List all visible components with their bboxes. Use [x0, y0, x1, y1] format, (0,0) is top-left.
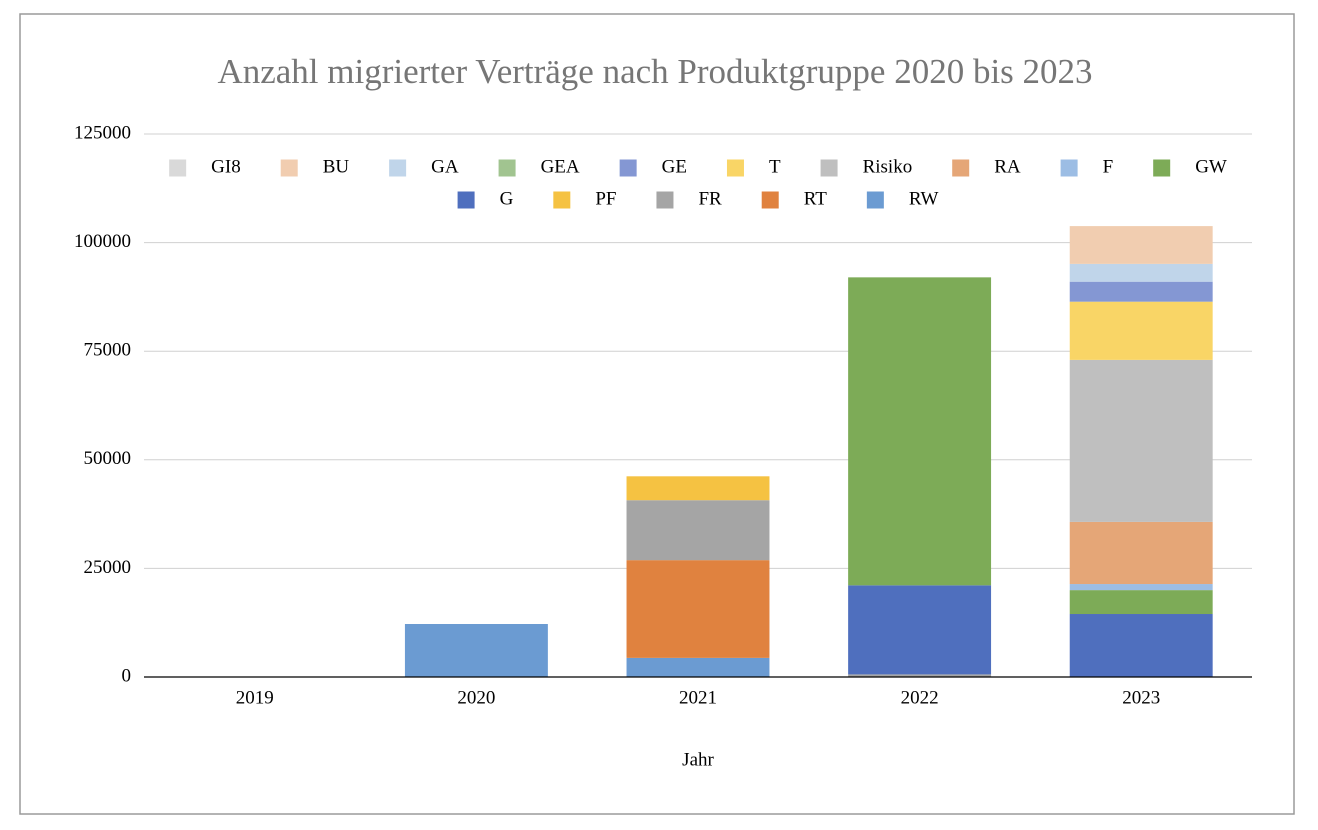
legend-swatch — [1060, 159, 1078, 177]
legend-swatch — [656, 191, 674, 209]
legend-swatch — [866, 191, 884, 209]
x-tick-label: 2019 — [236, 687, 274, 708]
x-tick-label: 2022 — [901, 687, 939, 708]
chart-title: Anzahl migrierter Verträge nach Produktg… — [217, 52, 1092, 91]
legend-item: RA — [952, 156, 1021, 177]
bar-segment — [626, 657, 770, 677]
legend-label: GE — [662, 156, 687, 177]
legend-swatch — [280, 159, 298, 177]
legend-label: T — [769, 156, 781, 177]
legend-label: PF — [595, 188, 616, 209]
y-tick-label: 25000 — [84, 557, 132, 578]
x-tick-label: 2023 — [1122, 687, 1160, 708]
bar-segment — [1069, 226, 1213, 264]
bar-segment — [1069, 614, 1213, 677]
y-tick-label: 50000 — [84, 448, 132, 469]
bar-segment — [626, 476, 770, 501]
legend-label: F — [1103, 156, 1114, 177]
x-tick-label: 2020 — [457, 687, 495, 708]
x-axis-label: Jahr — [682, 749, 714, 770]
legend-swatch — [619, 159, 637, 177]
bar-segment — [1069, 584, 1213, 591]
legend-label: FR — [698, 188, 722, 209]
bar-segment — [404, 624, 548, 677]
legend-label: BU — [323, 156, 350, 177]
legend-label: G — [500, 188, 514, 209]
legend-swatch — [169, 159, 187, 177]
bar-segment — [1069, 590, 1213, 615]
legend-label: GW — [1195, 156, 1227, 177]
legend-label: RA — [994, 156, 1021, 177]
legend-item: GA — [389, 156, 459, 177]
y-tick-label: 125000 — [74, 122, 131, 143]
legend-item: Risiko — [820, 156, 913, 177]
bar-segment — [1069, 281, 1213, 302]
legend-label: GI8 — [211, 156, 241, 177]
legend-item: F — [1060, 156, 1114, 177]
legend-swatch — [498, 159, 516, 177]
legend-label: GA — [431, 156, 459, 177]
legend-swatch — [553, 191, 571, 209]
bar-segment — [1069, 301, 1213, 360]
y-tick-label: 100000 — [74, 231, 131, 252]
legend-item: PF — [553, 188, 616, 209]
bar-segment — [848, 277, 992, 586]
legend-swatch — [761, 191, 779, 209]
legend-item: BU — [280, 156, 350, 177]
bar-segment — [848, 585, 992, 675]
y-tick-label: 0 — [122, 665, 132, 686]
legend-label: Risiko — [863, 156, 913, 177]
bar-segment — [1069, 521, 1213, 585]
legend-item: GI8 — [169, 156, 241, 177]
legend-swatch — [1153, 159, 1171, 177]
legend-swatch — [726, 159, 744, 177]
bar-segment — [626, 560, 770, 658]
legend-swatch — [389, 159, 407, 177]
legend-item: G — [457, 188, 514, 209]
legend-label: RT — [804, 188, 828, 209]
x-tick-label: 2021 — [679, 687, 717, 708]
legend-swatch — [820, 159, 838, 177]
legend-item: GE — [619, 156, 687, 177]
legend-label: GEA — [541, 156, 580, 177]
bar-segment — [848, 674, 992, 677]
y-tick-label: 75000 — [84, 340, 132, 361]
legend-label: RW — [909, 188, 939, 209]
legend-swatch — [952, 159, 970, 177]
bar-segment — [626, 500, 770, 561]
bar-segment — [1069, 263, 1213, 282]
legend-item: GW — [1153, 156, 1227, 177]
legend-item: RW — [866, 188, 939, 209]
legend-swatch — [457, 191, 475, 209]
legend-item: RT — [761, 188, 828, 209]
legend-item: T — [726, 156, 781, 177]
legend-item: FR — [656, 188, 722, 209]
legend-item: GEA — [498, 156, 580, 177]
bar-segment — [1069, 359, 1213, 522]
